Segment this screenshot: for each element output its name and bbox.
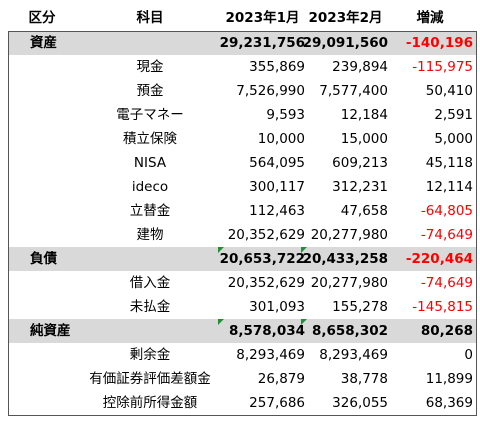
value: -115,975 [412,59,473,75]
group-label: 負債 [30,251,57,267]
value: 12,184 [340,107,388,123]
value: 326,055 [332,395,388,411]
value: 29,231,756 [219,35,305,51]
value: 2,591 [434,107,473,123]
item-label: 有価証券評価差額金 [89,371,211,387]
value: 50,410 [425,83,473,99]
value: -74,649 [420,275,473,291]
column-header: 科目 [136,10,164,26]
value: 47,658 [340,203,388,219]
item-label: 未払金 [129,299,171,315]
error-indicator [301,247,307,253]
row [8,319,476,343]
value: 0 [464,347,473,363]
item-label: 預金 [136,83,164,99]
item-label: 電子マネー [116,107,184,123]
value: 20,653,722 [219,251,305,267]
row [8,31,476,55]
column-header: 2023年1月 [225,10,300,26]
column-header: 増減 [416,10,444,26]
value: 80,268 [420,323,473,339]
item-label: 建物 [136,227,164,243]
value: 5,000 [434,131,473,147]
item-label: 立替金 [129,203,171,219]
item-label: 剰余金 [129,347,171,363]
value: 8,578,034 [228,323,305,339]
value: 7,526,990 [236,83,305,99]
value: 301,093 [249,299,305,315]
value: 20,277,980 [310,227,388,243]
value: -140,196 [405,35,473,51]
value: -64,805 [420,203,473,219]
value: 38,778 [340,371,388,387]
item-label: NISA [133,155,167,171]
value: 20,277,980 [310,275,388,291]
value: 8,658,302 [311,323,388,339]
value: 8,293,469 [319,347,388,363]
value: 26,879 [257,371,305,387]
group-label: 純資産 [30,323,71,339]
value: 355,869 [249,59,305,75]
value: 20,352,629 [227,227,305,243]
value: 112,463 [249,203,305,219]
value: 8,293,469 [236,347,305,363]
value: -220,464 [405,251,473,267]
value: 609,213 [332,155,388,171]
error-indicator [218,319,224,325]
value: 10,000 [257,131,305,147]
value: 45,118 [425,155,473,171]
value: 11,899 [425,371,473,387]
value: 564,095 [249,155,305,171]
value: 15,000 [340,131,388,147]
item-label: 積立保険 [123,131,177,147]
item-label: 控除前所得金額 [102,395,198,411]
value: 68,369 [425,395,473,411]
item-label: ideco [131,179,169,195]
value: 29,091,560 [302,35,388,51]
column-header: 2023年2月 [308,10,383,26]
value: 300,117 [249,179,305,195]
error-indicator [218,247,224,253]
value: -145,815 [412,299,473,315]
value: 7,577,400 [319,83,388,99]
value: 12,114 [425,179,473,195]
error-indicator [301,319,307,325]
table-border [8,31,477,416]
item-label: 現金 [136,59,164,75]
value: 9,593 [266,107,305,123]
column-header: 区分 [28,10,56,26]
row [8,247,476,271]
value: 312,231 [332,179,388,195]
value: 20,433,258 [302,251,388,267]
value: 155,278 [332,299,388,315]
item-label: 借入金 [129,275,171,291]
group-label: 資産 [30,35,57,51]
value: 239,894 [332,59,388,75]
value: -74,649 [420,227,473,243]
value: 257,686 [249,395,305,411]
value: 20,352,629 [227,275,305,291]
